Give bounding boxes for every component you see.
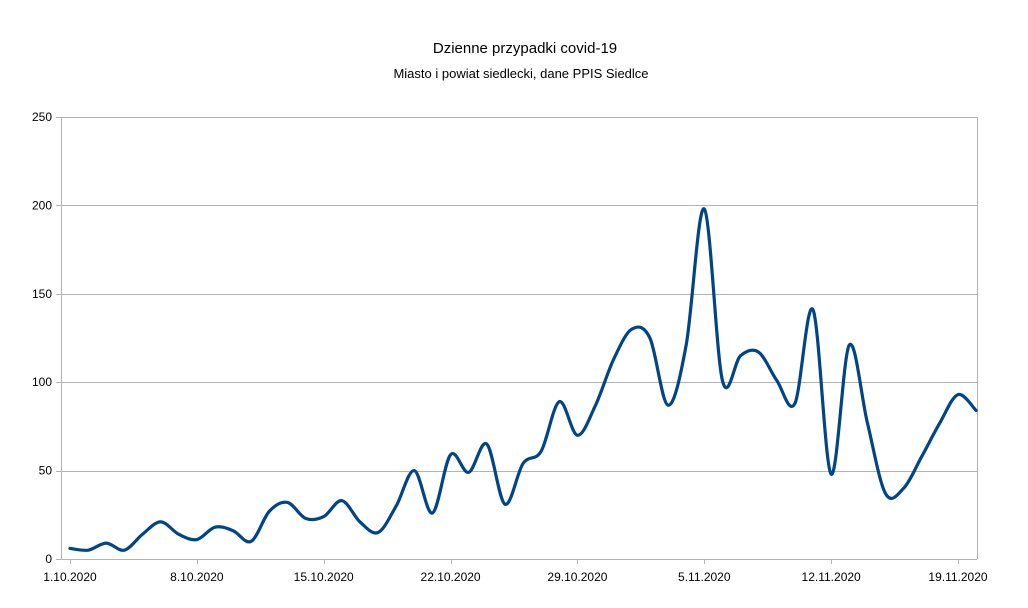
x-tick-label: 15.10.2020 xyxy=(294,570,354,584)
y-tick-label: 200 xyxy=(32,198,52,212)
gridlines xyxy=(61,117,977,472)
y-tick-label: 50 xyxy=(39,464,53,478)
y-tick-label: 150 xyxy=(32,287,52,301)
y-tick-label: 0 xyxy=(45,552,52,566)
axes xyxy=(56,117,978,564)
x-tick-label: 19.11.2020 xyxy=(928,570,987,584)
y-tick-label: 100 xyxy=(32,375,52,389)
x-tick-label: 12.11.2020 xyxy=(802,570,861,584)
x-tick-label: 22.10.2020 xyxy=(421,570,481,584)
series-line xyxy=(68,207,978,552)
chart-title: Dzienne przypadki covid-19 xyxy=(433,40,617,57)
x-tick-label: 1.10.2020 xyxy=(43,570,97,584)
x-axis-tick-labels: 1.10.2020 8.10.2020 15.10.2020 22.10.2020 29… xyxy=(43,570,988,584)
x-tick-label: 8.10.2020 xyxy=(170,570,224,584)
y-tick-label: 250 xyxy=(32,110,52,124)
y-axis-tick-labels: 0 50 100 150 200 250 xyxy=(32,110,52,566)
x-tick-label: 29.10.2020 xyxy=(547,570,607,584)
chart-subtitle: Miasto i powiat siedlecki, dane PPIS Sie… xyxy=(393,66,648,81)
series-group xyxy=(68,207,978,552)
x-tick-label: 5.11.2020 xyxy=(678,570,731,584)
